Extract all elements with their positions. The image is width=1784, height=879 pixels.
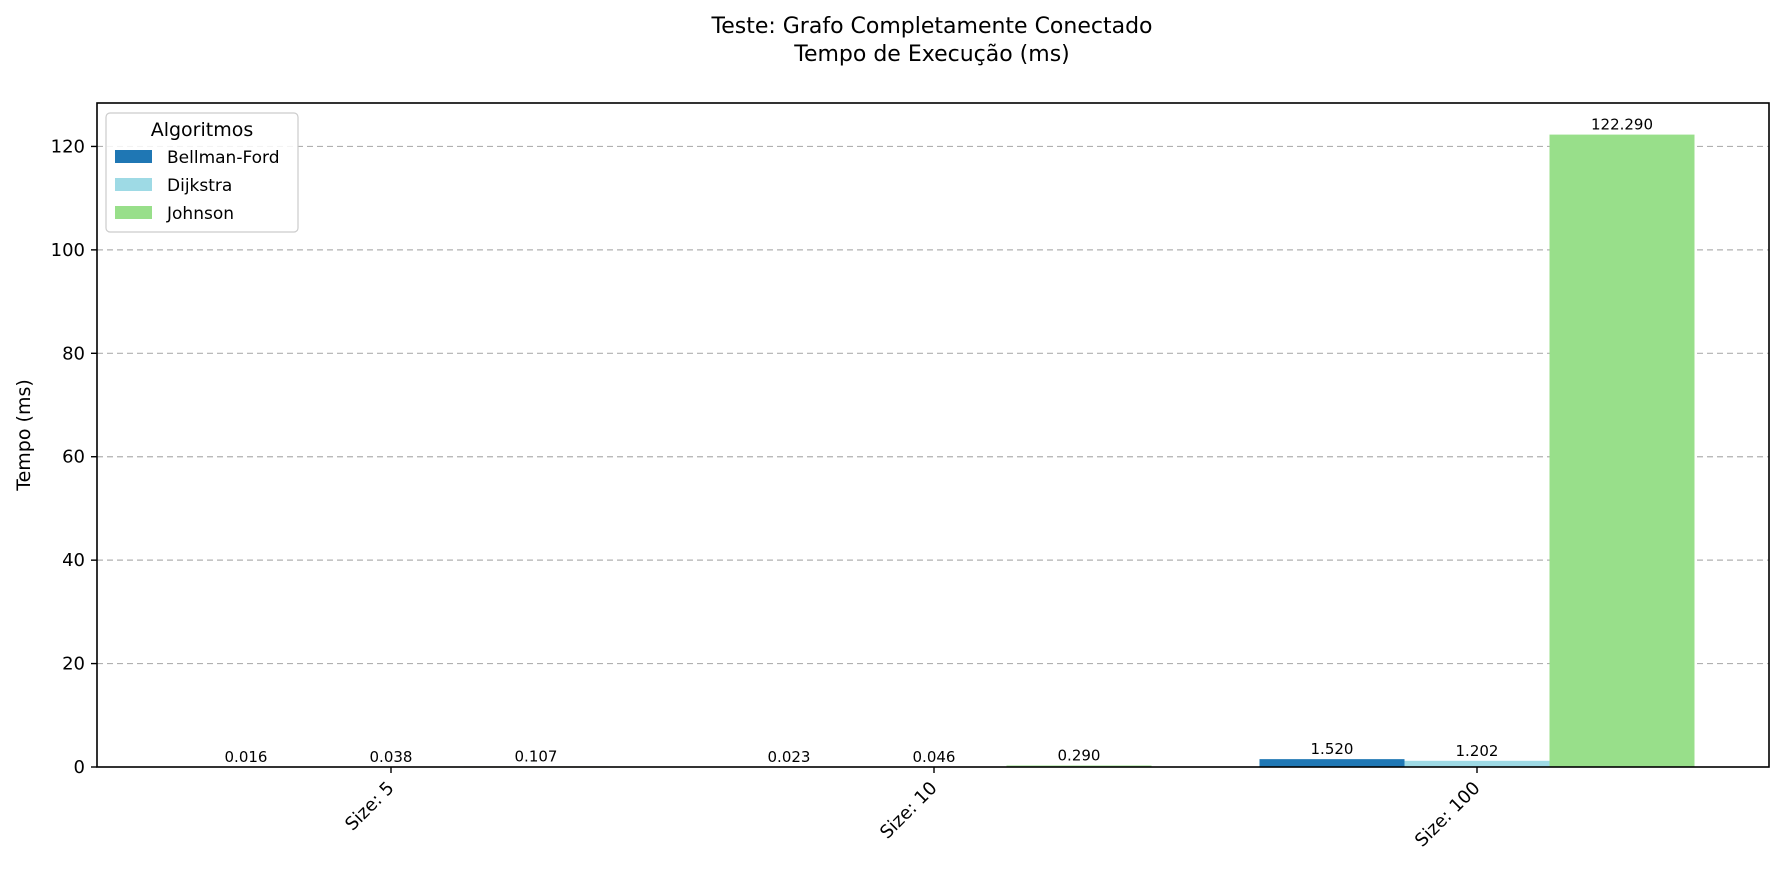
bar-label-bellman-ford-1: 0.023 bbox=[768, 748, 811, 766]
bar-label-johnson-2: 122.290 bbox=[1591, 116, 1653, 134]
x-axis-ticks: Size: 5 Size: 10 Size: 100 bbox=[341, 767, 1485, 852]
y-tick-label-80: 80 bbox=[62, 343, 85, 364]
y-axis-ticks: 0 20 40 60 80 100 120 bbox=[51, 136, 97, 778]
chart-title-line-2: Tempo de Execução (ms) bbox=[793, 42, 1069, 67]
legend: Algoritmos Bellman-Ford Dijkstra Johnson bbox=[105, 112, 299, 233]
y-axis-label: Tempo (ms) bbox=[13, 379, 35, 492]
bars bbox=[173, 134, 1695, 768]
legend-swatch-1 bbox=[115, 178, 152, 191]
bar-label-bellman-ford-2: 1.520 bbox=[1311, 740, 1354, 758]
bar-bellman-ford-2 bbox=[1259, 759, 1405, 767]
x-tick-label-2: Size: 100 bbox=[1411, 778, 1485, 852]
y-tick-label-0: 0 bbox=[74, 757, 85, 778]
plot-frame bbox=[96, 102, 1770, 768]
bar-label-dijkstra-0: 0.038 bbox=[370, 748, 413, 766]
y-tick-label-20: 20 bbox=[62, 654, 85, 675]
legend-swatch-0 bbox=[115, 150, 152, 163]
bar-label-dijkstra-1: 0.046 bbox=[913, 748, 956, 766]
chart-title-line-1: Teste: Grafo Completamente Conectado bbox=[711, 14, 1153, 39]
legend-entry-0: Bellman-Ford bbox=[167, 148, 280, 168]
bar-label-bellman-ford-0: 0.016 bbox=[225, 748, 268, 766]
y-tick-label-100: 100 bbox=[51, 240, 85, 261]
bar-label-johnson-0: 0.107 bbox=[515, 747, 558, 765]
legend-swatch-2 bbox=[115, 206, 152, 219]
y-tick-label-120: 120 bbox=[51, 136, 85, 157]
legend-box bbox=[105, 112, 299, 233]
bar-label-dijkstra-2: 1.202 bbox=[1456, 742, 1499, 760]
y-tick-label-40: 40 bbox=[62, 550, 85, 571]
bar-dijkstra-2 bbox=[1404, 760, 1550, 767]
bar-johnson-2 bbox=[1549, 134, 1695, 768]
x-tick-label-0: Size: 5 bbox=[341, 778, 398, 835]
legend-entry-1: Dijkstra bbox=[167, 176, 232, 196]
grid-lines bbox=[97, 145, 1769, 665]
x-tick-label-1: Size: 10 bbox=[876, 778, 942, 844]
legend-entry-2: Johnson bbox=[166, 204, 234, 224]
legend-title: Algoritmos bbox=[151, 119, 254, 141]
bar-labels: 0.016 0.038 0.107 0.023 0.046 0.290 1.520 1.202… bbox=[225, 116, 1653, 766]
y-tick-label-60: 60 bbox=[62, 447, 85, 468]
bar-label-johnson-1: 0.290 bbox=[1058, 747, 1101, 765]
